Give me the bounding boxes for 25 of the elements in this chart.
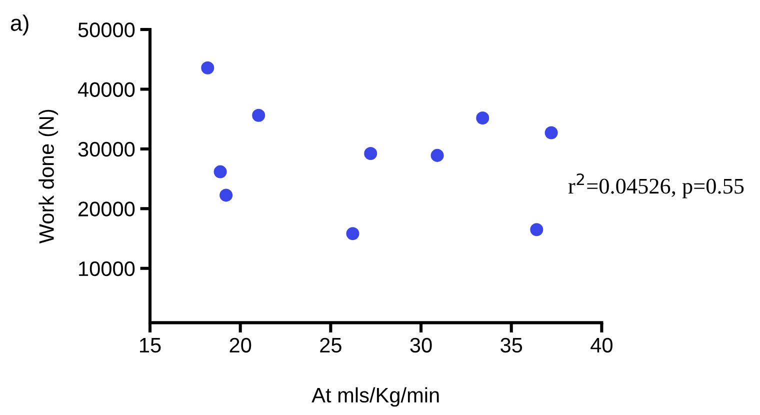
point [364, 146, 378, 160]
point [430, 148, 444, 162]
y-axis-title: Work done (N) [38, 110, 58, 244]
x-tick-label: 25 [320, 338, 342, 353]
y-tick-label: 50000 [78, 22, 135, 38]
point [220, 188, 233, 202]
point [346, 227, 360, 240]
point [530, 223, 544, 236]
point [544, 126, 558, 140]
x-tick-label: 40 [590, 338, 612, 353]
point [214, 165, 227, 178]
point [252, 108, 266, 122]
y-tick-label: 10000 [79, 261, 135, 276]
x-tick-label: 15 [140, 338, 161, 353]
point [201, 61, 214, 74]
annotation: r$^{2}$=0.04526, p=0.55 [568, 173, 744, 198]
x-tick-label: 20 [230, 338, 252, 353]
y-tick-label: 40000 [78, 82, 135, 97]
x-axis-title: At mls/Kg/min [312, 387, 439, 407]
y-tick-label: 20000 [78, 202, 135, 216]
y-tick-label: 30000 [78, 142, 135, 157]
x-tick-label: 30 [410, 338, 432, 353]
x-tick-label: 35 [500, 338, 522, 353]
point [476, 111, 490, 125]
text: a) [10, 14, 28, 36]
